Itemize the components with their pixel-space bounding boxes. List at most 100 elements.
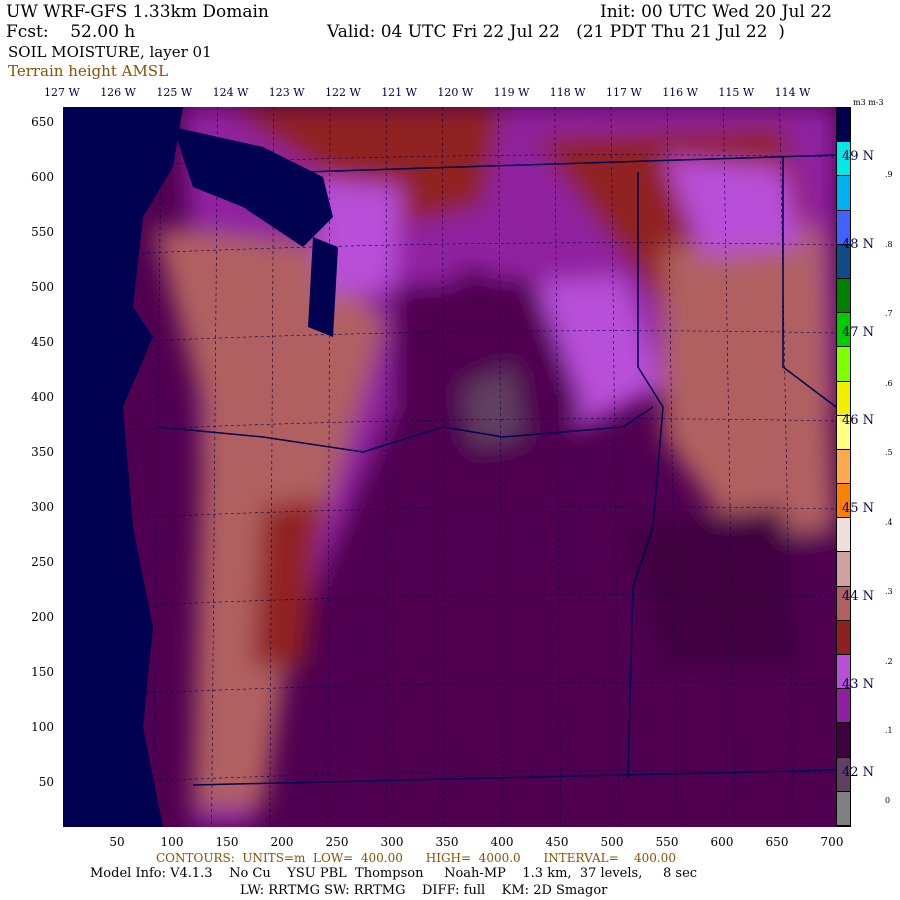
meridian-line bbox=[153, 107, 162, 827]
x-tick-label: 200 bbox=[270, 835, 294, 849]
colorbar-segment bbox=[837, 381, 850, 416]
meridian-line bbox=[211, 107, 218, 827]
model-info: Model Info: V4.1.3 No Cu YSU PBL Thompso… bbox=[90, 866, 698, 881]
longitude-label: 124 W bbox=[212, 86, 249, 99]
parallel-line bbox=[63, 330, 836, 346]
meridian-line bbox=[269, 107, 275, 827]
colorbar-segment bbox=[837, 689, 850, 724]
longitude-label: 120 W bbox=[437, 86, 474, 99]
meridian-line bbox=[723, 107, 736, 827]
longitude-label: 126 W bbox=[100, 86, 136, 99]
parallel-line bbox=[63, 242, 836, 258]
colorbar-tick-label: .9 bbox=[885, 170, 893, 179]
latitude-label: 46 N bbox=[842, 413, 875, 428]
parallel-line bbox=[63, 154, 836, 170]
colorbar-segment bbox=[837, 176, 850, 211]
y-tick-label: 100 bbox=[31, 720, 54, 734]
colorbar-segment bbox=[837, 347, 850, 382]
colorbar-segment bbox=[837, 210, 850, 245]
colorbar-segment bbox=[837, 552, 850, 587]
strait-of-juan-de-fuca bbox=[173, 127, 333, 247]
y-tick-label: 200 bbox=[31, 610, 54, 624]
parallel-line bbox=[63, 418, 836, 434]
x-tick-label: 250 bbox=[325, 835, 349, 849]
x-tick-label: 600 bbox=[710, 835, 734, 849]
x-tick-label: 500 bbox=[600, 835, 624, 849]
colorbar-units: m3 m-3 bbox=[853, 98, 884, 107]
longitude-label: 121 W bbox=[381, 86, 417, 99]
puget-sound bbox=[308, 237, 338, 337]
x-tick-label: 150 bbox=[215, 835, 239, 849]
longitude-label: 115 W bbox=[718, 86, 755, 99]
idaho-border bbox=[627, 172, 664, 778]
latitude-label: 49 N bbox=[842, 149, 875, 164]
meridian-line bbox=[779, 107, 794, 827]
colorbar-tick-label: .2 bbox=[885, 656, 893, 666]
colorbar-segment bbox=[837, 484, 850, 519]
x-tick-label: 700 bbox=[820, 835, 844, 849]
init-time: Init: 00 UTC Wed 20 Jul 22 bbox=[600, 2, 832, 22]
colorbar-tick-label: .4 bbox=[885, 517, 893, 527]
latitude-label: 48 N bbox=[842, 237, 875, 252]
meridian-line bbox=[610, 107, 620, 827]
field-name: SOIL MOISTURE, layer 01 bbox=[8, 43, 212, 61]
y-tick-label: 50 bbox=[38, 775, 54, 789]
colorbar-segment bbox=[837, 586, 850, 621]
colorbar-segment bbox=[837, 723, 850, 758]
longitude-label: 123 W bbox=[268, 86, 305, 99]
california-nevada-border bbox=[192, 769, 836, 786]
y-tick-label: 150 bbox=[31, 665, 54, 679]
y-tick-label: 550 bbox=[31, 225, 54, 239]
canada-border bbox=[302, 154, 836, 173]
colorbar-segment bbox=[837, 415, 850, 450]
x-tick-label: 50 bbox=[109, 835, 125, 849]
latitude-label: 45 N bbox=[842, 501, 875, 516]
colorbar-segment bbox=[837, 313, 850, 348]
pacific-ocean bbox=[63, 107, 183, 827]
physics-info: LW: RRTMG SW: RRTMG DIFF: full KM: 2D Sm… bbox=[240, 883, 608, 898]
y-tick-label: 600 bbox=[31, 170, 54, 184]
colorbar-segment bbox=[837, 518, 850, 553]
graticule bbox=[63, 107, 836, 827]
y-tick-label: 350 bbox=[31, 445, 54, 459]
parallel-line bbox=[63, 770, 836, 786]
y-tick-label: 300 bbox=[31, 500, 54, 514]
meridian-line bbox=[498, 107, 503, 827]
meridian-line bbox=[554, 107, 562, 827]
montana-border bbox=[782, 157, 836, 408]
meridian-line bbox=[94, 107, 106, 827]
latitude-label: 42 N bbox=[842, 765, 875, 780]
contour-info: CONTOURS: UNITS=m LOW= 400.00 HIGH= 4000… bbox=[156, 851, 676, 865]
longitude-label: 127 W bbox=[44, 86, 80, 99]
colorbar bbox=[836, 107, 851, 827]
y-tick-label: 500 bbox=[31, 280, 54, 294]
colorbar-segment bbox=[837, 655, 850, 690]
longitude-label: 114 W bbox=[774, 86, 811, 99]
colorbar-tick-label: .6 bbox=[885, 378, 893, 388]
colorbar-segment bbox=[837, 757, 850, 792]
latitude-label: 47 N bbox=[842, 325, 875, 340]
parallel-line bbox=[63, 506, 836, 522]
x-tick-label: 550 bbox=[655, 835, 679, 849]
meridian-line bbox=[666, 107, 678, 827]
colorbar-segment bbox=[837, 278, 850, 314]
colorbar-segment bbox=[837, 142, 850, 177]
y-tick-label: 250 bbox=[31, 555, 54, 569]
colorbar-segment bbox=[837, 620, 850, 655]
latitude-label: 43 N bbox=[842, 677, 875, 692]
longitude-label: 118 W bbox=[549, 86, 586, 99]
colorbar-segment bbox=[837, 449, 850, 485]
x-tick-label: 300 bbox=[380, 835, 404, 849]
longitude-label: 119 W bbox=[493, 86, 530, 99]
colorbar-tick-label: .3 bbox=[885, 587, 893, 596]
colorbar-segment bbox=[837, 244, 850, 279]
overlay-name: Terrain height AMSL bbox=[8, 62, 169, 80]
soil-moisture-map bbox=[63, 107, 836, 827]
colorbar-tick-label: .5 bbox=[885, 448, 893, 457]
latitude-label: 44 N bbox=[842, 589, 875, 604]
y-tick-label: 450 bbox=[31, 335, 54, 349]
x-tick-label: 350 bbox=[435, 835, 459, 849]
x-tick-label: 650 bbox=[765, 835, 789, 849]
meridian-line bbox=[327, 107, 331, 827]
model-title: UW WRF-GFS 1.33km Domain bbox=[6, 2, 269, 22]
